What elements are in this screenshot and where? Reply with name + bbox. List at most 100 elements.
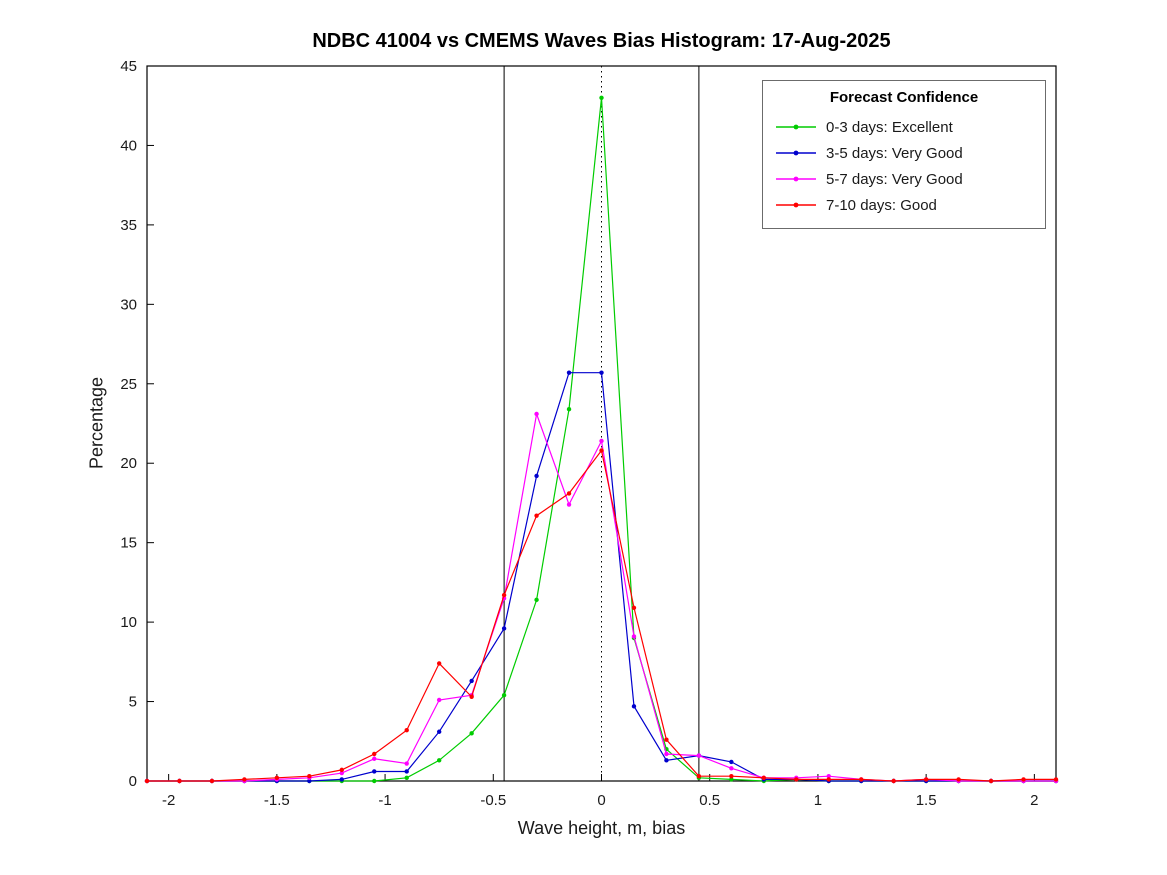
legend-item: 7-10 days: Good [775, 192, 1033, 218]
series-marker [664, 751, 669, 757]
series-marker [566, 370, 572, 375]
x-tick-label: -2 [162, 792, 175, 809]
series-marker [664, 758, 669, 763]
legend-item: 0-3 days: Excellent [775, 114, 1033, 140]
series-marker [826, 774, 831, 779]
x-tick-label: 1.5 [916, 792, 937, 809]
series-marker [339, 767, 344, 773]
series-marker [1021, 777, 1026, 782]
series-marker [956, 777, 961, 782]
series-marker [242, 777, 247, 782]
series-marker [534, 411, 539, 417]
x-tick-label: -1.5 [264, 792, 290, 809]
legend-item-label: 7-10 days: Good [826, 196, 937, 214]
series-marker [988, 778, 994, 784]
legend-line-sample [776, 176, 816, 182]
x-tick-label: 1 [814, 792, 822, 809]
series-marker [339, 770, 344, 776]
series-marker [599, 95, 604, 100]
y-tick-label: 15 [120, 535, 137, 552]
series-marker [729, 774, 734, 779]
x-tick-label: 0 [597, 792, 605, 809]
x-tick-label: -1 [378, 792, 391, 809]
series-marker [177, 778, 182, 784]
series-marker [729, 766, 734, 771]
y-tick-label: 0 [129, 773, 137, 790]
series-marker [664, 737, 669, 742]
legend-item: 5-7 days: Very Good [775, 166, 1033, 192]
series-marker [307, 778, 312, 784]
legend: Forecast Confidence 0-3 days: Excellent … [762, 80, 1046, 229]
legend-line-sample [776, 202, 816, 208]
series-marker [404, 775, 409, 781]
legend-line-sample [776, 150, 816, 156]
y-tick-label: 10 [120, 614, 137, 631]
series-marker [534, 473, 539, 479]
series-marker [501, 693, 507, 698]
y-tick-label: 20 [120, 455, 137, 472]
legend-item-label: 0-3 days: Excellent [826, 118, 953, 136]
series-marker [566, 407, 572, 412]
series-marker [534, 513, 539, 518]
series-marker [469, 731, 474, 736]
series-marker [566, 491, 572, 496]
series-marker [729, 759, 734, 765]
series-marker [794, 777, 799, 782]
series-marker [404, 727, 409, 733]
series-marker [372, 778, 377, 784]
series-marker [144, 778, 150, 784]
series-marker [469, 694, 474, 699]
series-marker [469, 678, 474, 684]
series-marker [599, 370, 604, 375]
series-marker [631, 704, 637, 709]
series-marker [534, 597, 539, 603]
y-tick-label: 25 [120, 376, 137, 393]
series-marker [566, 502, 572, 507]
series-marker [696, 753, 702, 758]
series-marker [696, 774, 702, 779]
y-axis-label: Percentage [86, 376, 107, 470]
series-marker [372, 769, 377, 774]
legend-item-label: 5-7 days: Very Good [826, 170, 963, 188]
y-tick-label: 30 [120, 296, 137, 313]
series-marker [436, 661, 442, 666]
y-tick-label: 40 [120, 137, 137, 154]
legend-item-label: 3-5 days: Very Good [826, 144, 963, 162]
series-marker [404, 761, 409, 766]
series-marker [436, 729, 442, 734]
y-tick-label: 35 [120, 217, 137, 234]
y-tick-label: 5 [129, 694, 137, 711]
series-marker [729, 777, 734, 782]
series-marker [599, 438, 604, 444]
x-tick-label: 2 [1030, 792, 1038, 809]
series-marker [631, 634, 637, 639]
series-marker [826, 777, 831, 782]
series-marker [923, 777, 929, 782]
chart-title: NDBC 41004 vs CMEMS Waves Bias Histogram… [312, 30, 891, 52]
legend-item: 3-5 days: Very Good [775, 140, 1033, 166]
legend-title: Forecast Confidence [829, 89, 979, 106]
series-marker [404, 769, 409, 774]
y-tick-label: 45 [120, 58, 137, 75]
series-marker [436, 758, 442, 763]
series-marker [209, 778, 215, 784]
legend-line-sample [776, 124, 816, 130]
series-marker [1053, 777, 1059, 782]
series-marker [372, 756, 377, 761]
series-marker [339, 777, 344, 782]
series-marker [274, 775, 280, 781]
series-marker [891, 778, 896, 784]
x-tick-label: 0.5 [699, 792, 720, 809]
series-marker [859, 777, 864, 782]
series-marker [501, 592, 507, 598]
series-marker [372, 751, 377, 757]
series-marker [599, 448, 604, 453]
x-axis-label: Wave height, m, bias [517, 818, 686, 838]
series-marker [436, 697, 442, 703]
series-marker [307, 774, 312, 779]
series-marker [761, 775, 767, 781]
series-marker [501, 626, 507, 631]
series-marker [631, 605, 637, 611]
